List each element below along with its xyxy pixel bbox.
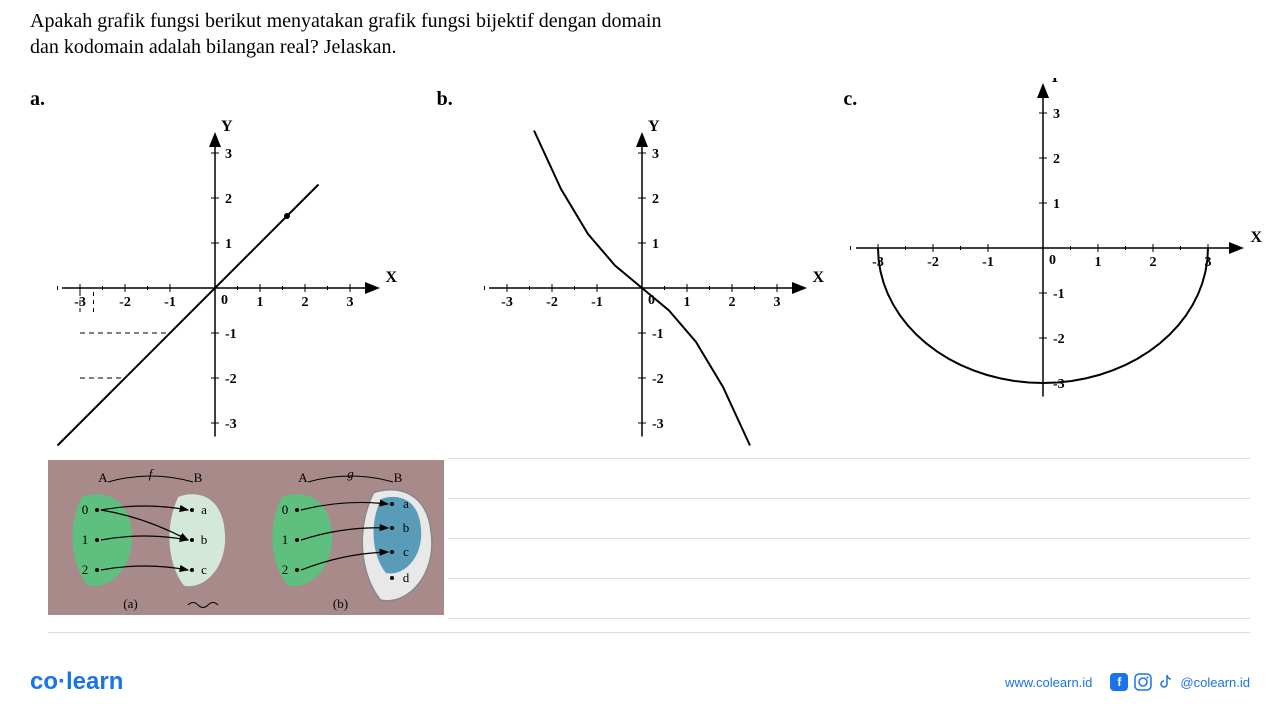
svg-text:Y: Y: [648, 118, 660, 135]
svg-text:-1: -1: [652, 327, 664, 342]
svg-text:3: 3: [1053, 107, 1060, 122]
svg-text:2: 2: [82, 562, 89, 577]
svg-text:1: 1: [1053, 197, 1060, 212]
svg-text:g: g: [347, 466, 354, 481]
svg-text:2: 2: [225, 192, 232, 207]
svg-text:a: a: [403, 496, 409, 511]
svg-text:-3: -3: [501, 295, 513, 310]
svg-text:X: X: [812, 269, 824, 286]
svg-text:2: 2: [1150, 255, 1157, 270]
mapping-svg: ABf012abc(a)ABg012abcd(b): [48, 460, 444, 615]
chart-c-svg: -3-2-10123-3-2-1123XY: [843, 78, 1263, 418]
svg-text:-1: -1: [164, 295, 176, 310]
chart-c-col: c. -3-2-10123-3-2-1123XY: [843, 88, 1250, 438]
svg-text:1: 1: [683, 295, 690, 310]
footer: co·learn www.colearn.id f @colearn.id: [30, 662, 1250, 702]
instagram-icon: [1134, 673, 1152, 691]
svg-text:0: 0: [1049, 253, 1056, 268]
svg-text:B: B: [394, 470, 403, 485]
svg-text:b: b: [403, 520, 410, 535]
svg-text:c: c: [201, 562, 207, 577]
charts-row: a. -3-2-10123-3-2-1123XY b. -3-2-10123-3…: [30, 88, 1250, 438]
svg-text:-3: -3: [225, 417, 237, 432]
svg-text:1: 1: [1095, 255, 1102, 270]
svg-text:2: 2: [652, 192, 659, 207]
svg-text:b: b: [201, 532, 208, 547]
svg-text:-3: -3: [652, 417, 664, 432]
svg-text:0: 0: [82, 502, 89, 517]
svg-text:-2: -2: [119, 295, 131, 310]
svg-text:2: 2: [728, 295, 735, 310]
social-icons: f @colearn.id: [1110, 673, 1250, 691]
svg-text:1: 1: [82, 532, 89, 547]
svg-text:3: 3: [347, 295, 354, 310]
facebook-icon: f: [1110, 673, 1128, 691]
svg-text:(b): (b): [333, 596, 348, 611]
svg-text:1: 1: [257, 295, 264, 310]
svg-text:2: 2: [302, 295, 309, 310]
svg-text:1: 1: [225, 237, 232, 252]
svg-text:Y: Y: [221, 118, 233, 135]
svg-text:-1: -1: [983, 255, 995, 270]
mapping-diagram: ABf012abc(a)ABg012abcd(b): [48, 460, 444, 615]
svg-text:Y: Y: [1049, 78, 1061, 86]
svg-text:2: 2: [1053, 152, 1060, 167]
svg-text:0: 0: [282, 502, 289, 517]
footer-url: www.colearn.id: [1005, 675, 1092, 690]
svg-text:1: 1: [282, 532, 289, 547]
svg-text:3: 3: [652, 147, 659, 162]
chart-a-col: a. -3-2-10123-3-2-1123XY: [30, 88, 437, 438]
svg-text:-2: -2: [928, 255, 940, 270]
q-line1: Apakah grafik fungsi berikut menyatakan …: [30, 10, 661, 32]
svg-text:f: f: [149, 466, 155, 481]
logo-learn: learn: [66, 668, 123, 695]
chart-b-svg: -3-2-10123-3-2-1123XY: [457, 108, 827, 448]
svg-text:(a): (a): [123, 596, 137, 611]
svg-text:-1: -1: [1053, 287, 1065, 302]
q-line2: dan kodomain adalah bilangan real? Jelas…: [30, 36, 397, 58]
svg-text:3: 3: [773, 295, 780, 310]
svg-text:-2: -2: [546, 295, 558, 310]
svg-text:2: 2: [282, 562, 289, 577]
svg-text:X: X: [1251, 229, 1263, 246]
part-b-label: b.: [437, 88, 453, 111]
footer-handle: @colearn.id: [1180, 675, 1250, 690]
tiktok-icon: [1158, 673, 1174, 691]
colearn-logo: co·learn: [30, 668, 123, 696]
footer-right: www.colearn.id f @colearn.id: [1005, 673, 1250, 691]
svg-text:-1: -1: [225, 327, 237, 342]
svg-text:B: B: [194, 470, 203, 485]
chart-b-col: b. -3-2-10123-3-2-1123XY: [437, 88, 844, 438]
logo-co: co: [30, 668, 58, 695]
svg-text:X: X: [386, 269, 398, 286]
chart-a-svg: -3-2-10123-3-2-1123XY: [30, 108, 400, 448]
svg-text:-2: -2: [1053, 332, 1065, 347]
svg-text:1: 1: [652, 237, 659, 252]
svg-text:d: d: [403, 570, 410, 585]
svg-text:-3: -3: [1053, 377, 1065, 392]
svg-text:c: c: [403, 544, 409, 559]
svg-text:0: 0: [221, 293, 228, 308]
svg-text:A: A: [98, 470, 108, 485]
svg-text:-1: -1: [591, 295, 603, 310]
svg-text:-2: -2: [225, 372, 237, 387]
question-text: Apakah grafik fungsi berikut menyatakan …: [30, 8, 661, 60]
svg-text:A: A: [298, 470, 308, 485]
svg-text:3: 3: [225, 147, 232, 162]
svg-text:a: a: [201, 502, 207, 517]
svg-text:-2: -2: [652, 372, 664, 387]
